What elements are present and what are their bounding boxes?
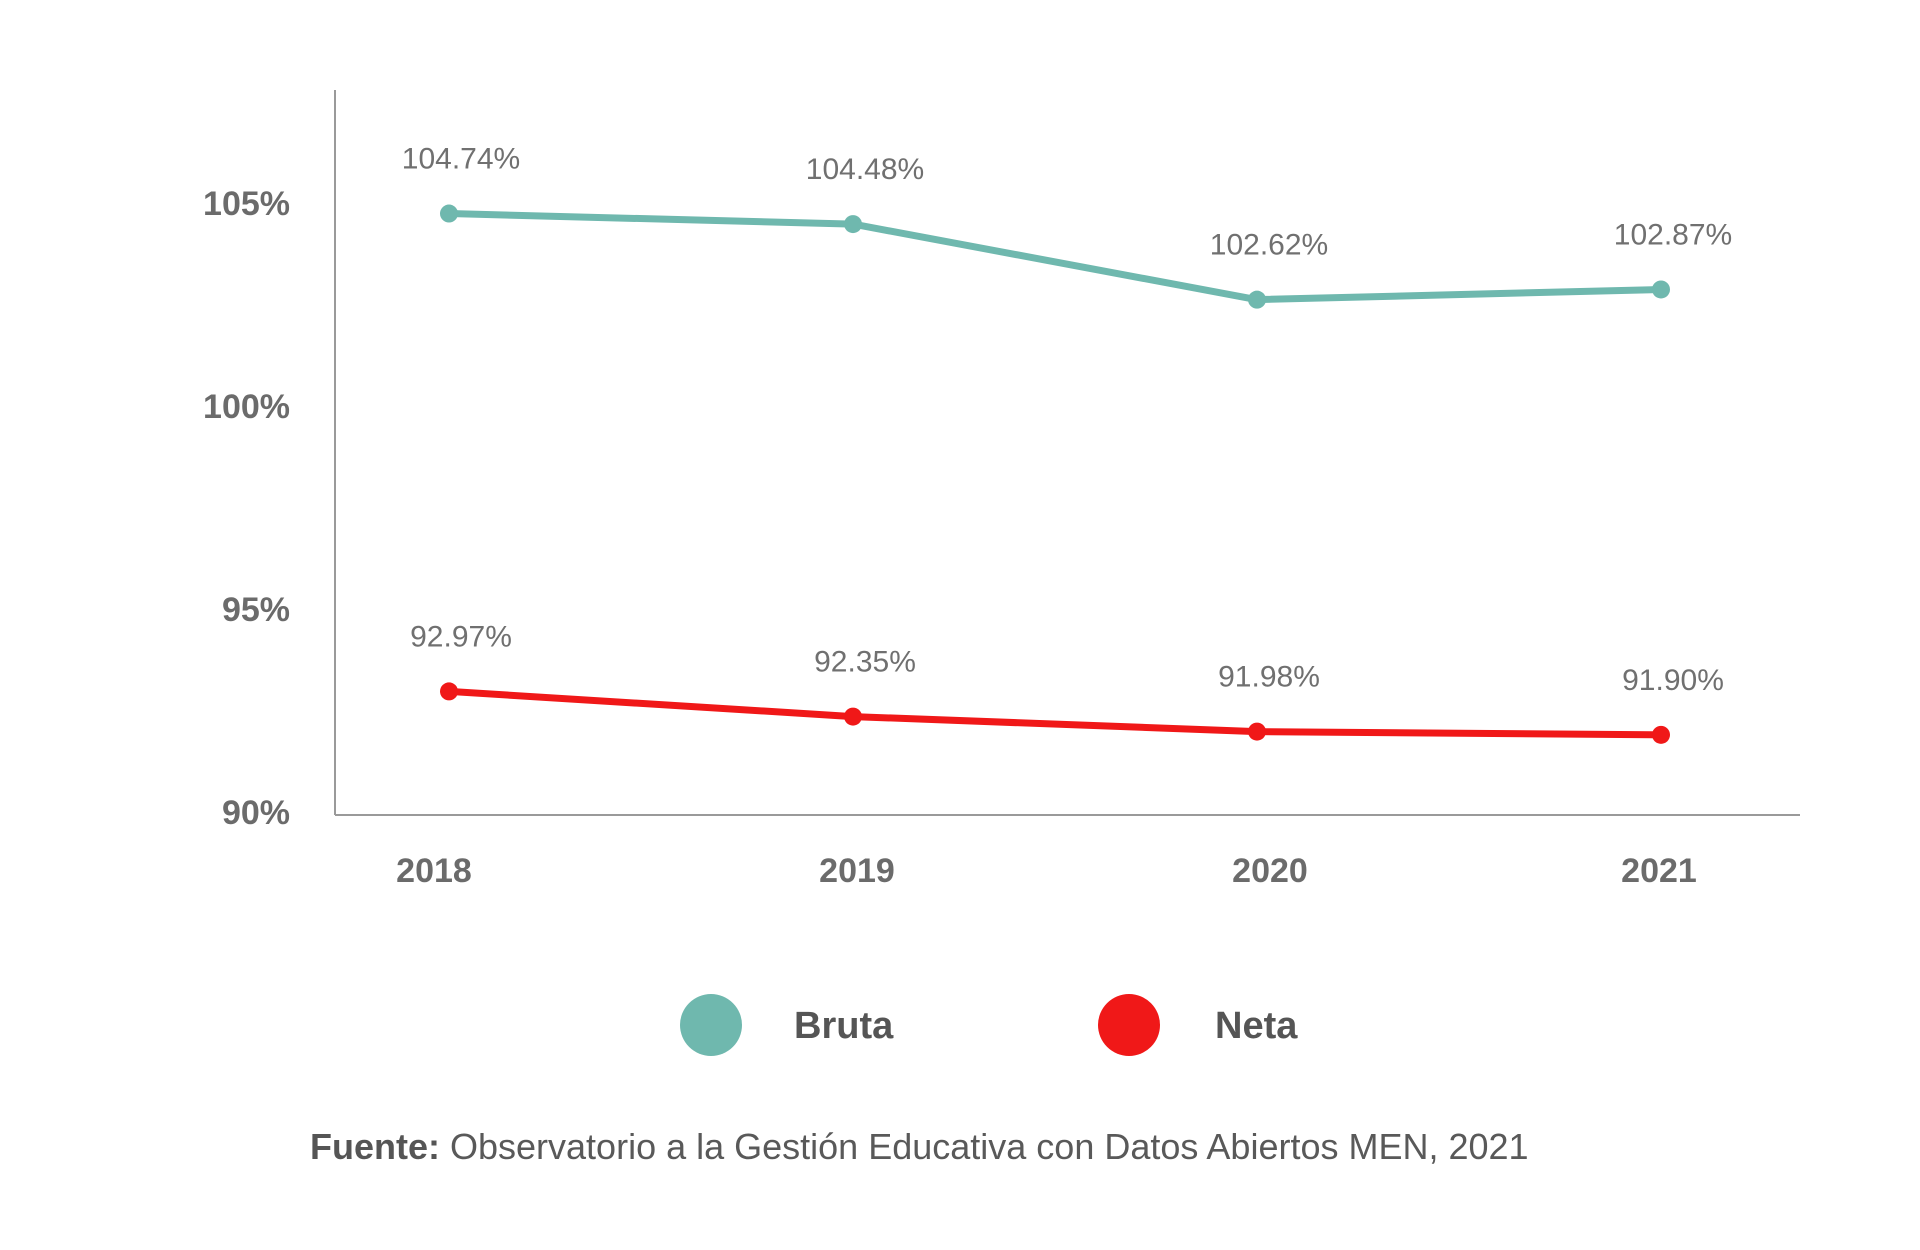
series-line [445,210,1665,304]
data-label: 92.35% [814,646,916,679]
series-line [445,687,1665,739]
data-point [1248,722,1266,741]
x-axis-ticks: 2018 2019 2020 2021 [396,852,1697,890]
data-point [844,707,862,726]
legend-label: Neta [1215,1005,1298,1047]
data-label: 91.98% [1218,661,1320,694]
x-tick-label: 2020 [1232,852,1308,890]
data-point [1652,280,1670,299]
data-point [1652,725,1670,744]
data-point [440,682,458,701]
x-tick-label: 2021 [1621,852,1697,890]
source-prefix: Fuente: [310,1126,440,1167]
y-tick-label: 105% [203,185,290,223]
series-bruta: 104.74% 104.48% 102.62% 102.87% [402,143,1732,309]
series-neta: 92.97% 92.35% 91.98% 91.90% [410,620,1724,744]
y-tick-label: 90% [222,794,290,832]
data-point [1248,290,1266,309]
legend-marker [1098,994,1160,1056]
y-tick-label: 95% [222,591,290,629]
y-axis-ticks: 90% 95% 100% 105% [203,185,290,832]
data-point [844,215,862,234]
data-point [440,204,458,223]
source-text: Observatorio a la Gestión Educativa con … [440,1126,1529,1167]
source-note: Fuente: Observatorio a la Gestión Educat… [310,1126,1710,1168]
legend: Bruta Neta [680,994,1298,1056]
data-label: 104.48% [806,153,924,186]
legend-marker [680,994,742,1056]
data-label: 92.97% [410,620,512,653]
data-label: 102.62% [1210,229,1328,262]
x-tick-label: 2018 [396,852,472,890]
data-label: 104.74% [402,143,520,176]
legend-label: Bruta [794,1005,894,1047]
data-label: 91.90% [1622,664,1724,697]
y-tick-label: 100% [203,388,290,426]
data-label: 102.87% [1614,218,1732,251]
x-tick-label: 2019 [819,852,895,890]
series-group: 104.74% 104.48% 102.62% 102.87% 92.97% 92.35%… [402,143,1732,744]
